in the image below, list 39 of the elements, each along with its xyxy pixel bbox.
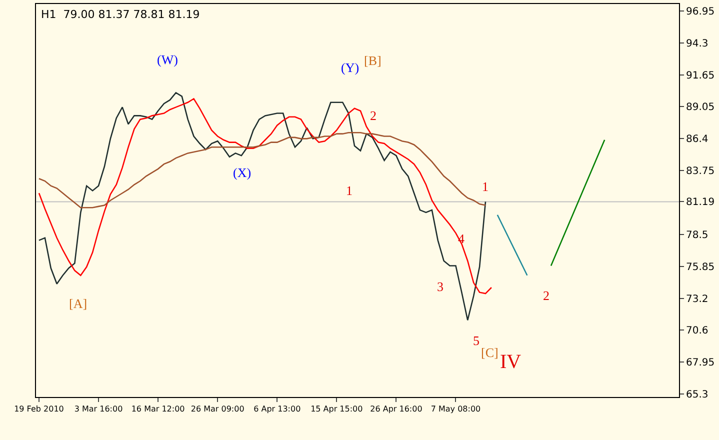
annotation: 2 — [543, 288, 550, 303]
y-tick-label: 65.3 — [686, 389, 708, 400]
y-tick-label: 96.95 — [686, 6, 715, 18]
x-tick-label: 26 Mar 09:00 — [190, 404, 244, 414]
annotation: 5 — [473, 333, 480, 348]
y-tick-label: 73.2 — [686, 294, 708, 305]
y-tick-label: 86.4 — [686, 134, 708, 146]
annotation: 1 — [346, 183, 352, 198]
x-tick-label: 16 Mar 12:00 — [131, 404, 185, 414]
x-tick-label: 15 Apr 15:00 — [310, 404, 363, 414]
line-series — [38, 92, 486, 321]
y-tick-label: 81.19 — [686, 197, 715, 208]
x-tick-label: 26 Apr 16:00 — [370, 404, 422, 414]
line-series — [38, 98, 492, 294]
annotation: (X) — [233, 165, 252, 180]
y-tick-label: 78.5 — [686, 230, 708, 241]
annotation: [C] — [481, 345, 498, 360]
annotation: IV — [500, 351, 522, 373]
x-tick-label: 19 Feb 2010 — [14, 404, 64, 414]
y-tick-label: 70.6 — [686, 325, 708, 336]
x-tick-label: 3 Mar 16:00 — [74, 404, 123, 414]
line-series — [38, 132, 486, 208]
y-tick-label: 94.3 — [686, 38, 708, 50]
y-tick-label: 67.95 — [686, 357, 715, 368]
annotation: 3 — [437, 279, 444, 294]
x-tick-label: 6 Apr 13:00 — [254, 404, 301, 414]
annotation: [B] — [364, 53, 382, 68]
annotation: 2 — [370, 108, 376, 123]
annotation: (W) — [157, 52, 178, 67]
annotation: 4 — [458, 231, 465, 246]
annotation: 1 — [482, 179, 488, 194]
y-tick-label: 83.75 — [686, 166, 715, 178]
y-tick-label: 91.65 — [686, 70, 715, 82]
chart-title: H1 79.00 81.37 78.81 81.19 — [41, 8, 200, 21]
annotation: [A] — [69, 296, 88, 311]
y-tick-label: 89.05 — [686, 102, 715, 114]
x-tick-label: 7 May 08:00 — [430, 404, 481, 414]
y-tick-label: 75.85 — [686, 262, 715, 273]
annotation: (Y) — [341, 60, 360, 75]
